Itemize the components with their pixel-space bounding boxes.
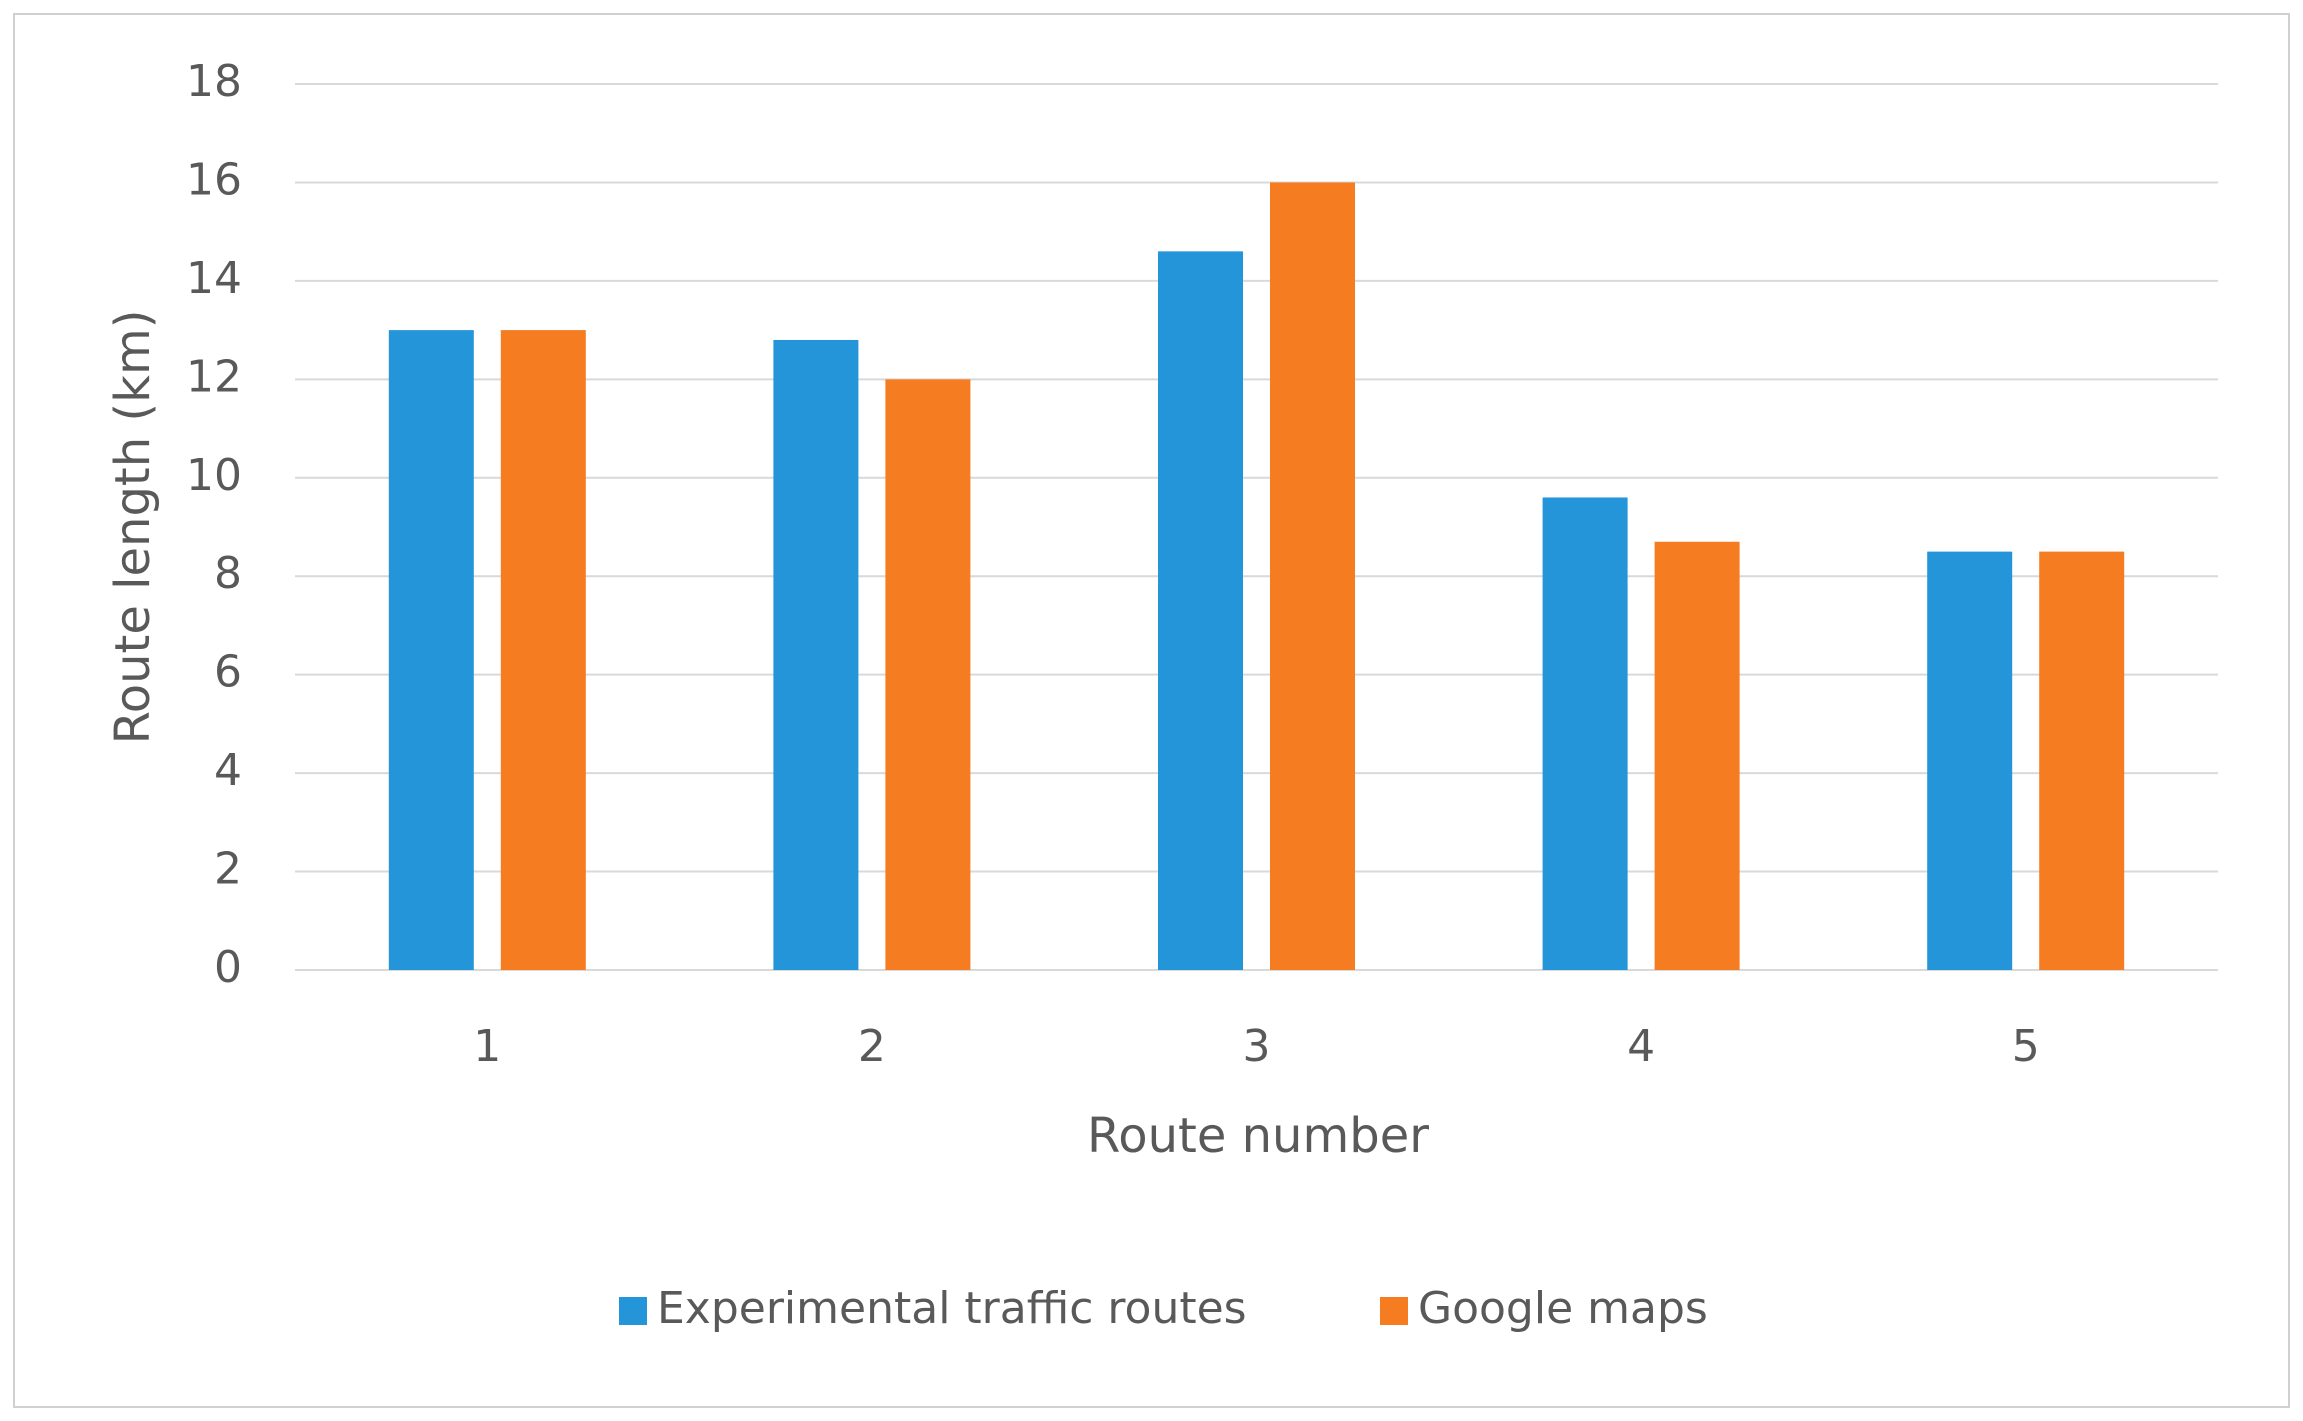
y-tick-label: 10 <box>186 450 242 501</box>
legend-swatch <box>619 1297 647 1325</box>
legend-label: Google maps <box>1418 1283 1708 1334</box>
x-tick-label: 1 <box>473 1021 501 1072</box>
x-tick-label: 3 <box>1243 1021 1271 1072</box>
bar <box>1927 551 2013 970</box>
y-tick-label: 16 <box>186 154 242 205</box>
y-tick-label: 12 <box>186 351 242 402</box>
bar <box>388 330 474 971</box>
bar <box>1270 182 1355 970</box>
y-tick-label: 2 <box>214 844 242 895</box>
bar <box>500 330 586 971</box>
bar <box>1542 497 1628 970</box>
y-tick-label: 18 <box>186 56 242 107</box>
legend-swatch <box>1380 1297 1408 1325</box>
bar <box>2039 551 2125 970</box>
bar <box>885 379 971 970</box>
legend-label: Experimental traffic routes <box>657 1283 1247 1334</box>
x-tick-label: 2 <box>858 1021 886 1072</box>
x-tick-label: 5 <box>2012 1021 2040 1072</box>
y-tick-label: 4 <box>214 745 242 796</box>
y-axis-title: Route length (km) <box>105 310 161 745</box>
y-tick-label: 8 <box>214 548 242 599</box>
y-tick-label: 6 <box>214 647 242 698</box>
y-tick-label: 0 <box>214 942 242 993</box>
bar <box>773 339 859 970</box>
y-tick-label: 14 <box>186 253 242 304</box>
bar <box>1654 541 1740 970</box>
x-axis-title: Route number <box>1087 1108 1429 1164</box>
x-tick-label: 4 <box>1627 1021 1655 1072</box>
bar <box>1158 251 1243 970</box>
